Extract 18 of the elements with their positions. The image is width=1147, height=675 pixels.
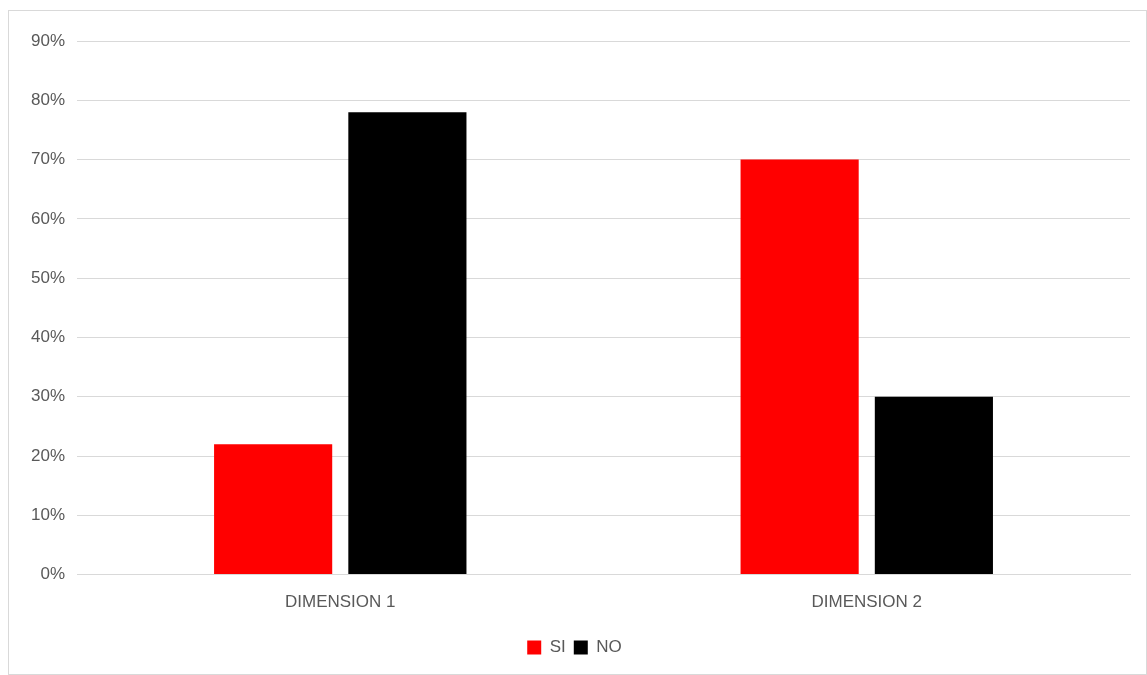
- y-tick-label: 50%: [30, 267, 66, 287]
- y-tick-label: 80%: [30, 89, 66, 109]
- legend-label: NO: [596, 637, 622, 657]
- y-tick-label: 30%: [30, 386, 66, 406]
- x-tick-label: DIMENSION 1: [285, 592, 396, 612]
- y-tick-label: 70%: [30, 149, 66, 169]
- y-tick-label: 60%: [30, 208, 66, 228]
- bar: [214, 444, 333, 575]
- bar: [874, 396, 993, 575]
- bar: [348, 112, 467, 575]
- y-tick-label: 0%: [40, 564, 66, 584]
- y-tick-label: 10%: [30, 505, 66, 524]
- legend-label: SI: [549, 637, 566, 657]
- bar: [740, 159, 859, 575]
- y-tick-label: 40%: [30, 327, 66, 347]
- y-tick-label: 90%: [30, 30, 66, 50]
- x-tick-label: DIMENSION 2: [811, 592, 923, 612]
- y-tick-label: 20%: [30, 445, 66, 465]
